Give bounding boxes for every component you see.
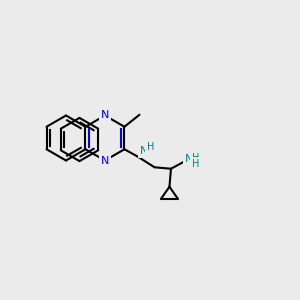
Text: H: H bbox=[147, 142, 154, 152]
Text: N: N bbox=[185, 154, 193, 164]
Text: H: H bbox=[192, 153, 199, 163]
Text: H: H bbox=[192, 159, 199, 169]
Text: N: N bbox=[101, 155, 109, 166]
Text: N: N bbox=[140, 146, 149, 156]
Text: N: N bbox=[101, 110, 109, 121]
